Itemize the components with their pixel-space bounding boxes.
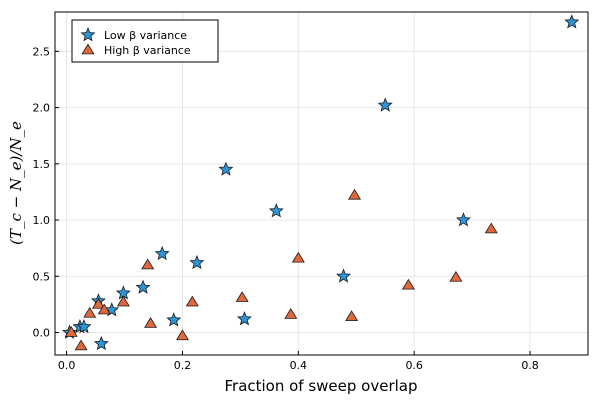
- high-beta-point: [74, 339, 88, 351]
- y-tick-label: 2.5: [33, 45, 51, 58]
- low-beta-point: [166, 312, 182, 327]
- high-beta-point: [175, 329, 189, 341]
- high-beta-point: [141, 258, 155, 270]
- legend-entries: Low β variance High β variance: [80, 27, 191, 57]
- high-beta-point: [97, 303, 111, 315]
- grid: [55, 12, 588, 355]
- high-beta-point: [144, 317, 158, 328]
- low-beta-point: [268, 203, 284, 218]
- y-tick-label: 2.0: [33, 102, 51, 115]
- y-axis-ticks: 0.0 0.5 1.0 1.5 2.0 2.5: [33, 45, 59, 340]
- high-beta-point: [83, 306, 97, 318]
- legend-label: High β variance: [104, 44, 191, 57]
- high-beta-point: [348, 188, 362, 200]
- y-tick-label: 0.5: [33, 270, 51, 283]
- low-beta-point: [135, 279, 151, 294]
- y-axis-label: (T_c − N_e)/N_e: [7, 121, 25, 245]
- low-beta-point: [104, 302, 120, 317]
- legend-label: Low β variance: [104, 29, 187, 42]
- high-beta-point: [235, 291, 249, 302]
- x-tick-label: 0.2: [174, 359, 192, 372]
- low-beta-point: [93, 335, 109, 351]
- low-beta-point: [218, 161, 234, 176]
- x-tick-label: 0.0: [58, 359, 76, 372]
- high-beta-point: [484, 222, 498, 234]
- y-tick-label: 1.5: [33, 158, 51, 171]
- low-beta-point: [154, 245, 170, 261]
- high-beta-point: [449, 270, 463, 282]
- x-tick-label: 0.8: [521, 359, 539, 372]
- high-beta-point: [291, 251, 305, 263]
- x-tick-label: 0.4: [290, 359, 308, 372]
- low-beta-point: [236, 311, 252, 326]
- x-axis-label: Fraction of sweep overlap: [224, 377, 417, 395]
- data-points: [62, 14, 580, 351]
- high-beta-point: [64, 326, 78, 337]
- x-tick-label: 0.6: [405, 359, 423, 372]
- high-beta-point: [91, 297, 105, 309]
- x-axis-ticks: 0.0 0.2 0.4 0.6 0.8: [58, 351, 539, 372]
- high-beta-point: [185, 295, 199, 307]
- plot-frame: [54, 11, 589, 356]
- y-tick-label: 0.0: [33, 327, 51, 340]
- low-beta-point: [336, 268, 351, 283]
- legend-marker-star: [80, 27, 96, 42]
- y-tick-label: 1.0: [33, 214, 51, 227]
- low-beta-point: [455, 212, 471, 227]
- low-beta-point: [189, 254, 205, 270]
- high-beta-point: [345, 310, 359, 322]
- legend: Low β variance High β variance: [71, 19, 219, 63]
- low-beta-point: [564, 14, 580, 29]
- high-beta-point: [284, 308, 298, 319]
- low-beta-point: [76, 319, 92, 334]
- high-beta-point: [116, 295, 130, 307]
- legend-marker-triangle: [81, 43, 95, 55]
- legend-box: [71, 19, 219, 63]
- high-beta-point: [401, 278, 415, 290]
- low-beta-point: [377, 97, 393, 112]
